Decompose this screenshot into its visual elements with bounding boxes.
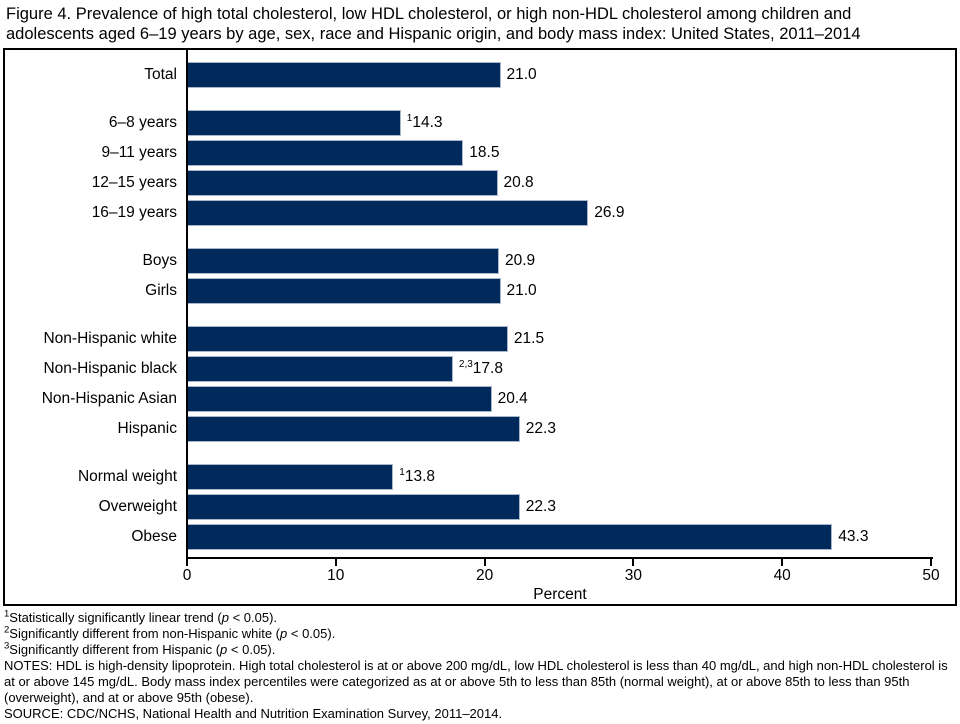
footnote-line: 3Significantly different from Hispanic (… (4, 640, 276, 657)
value-superscript: 1 (406, 112, 413, 124)
footnote-p-italic: p (221, 610, 229, 625)
bar (188, 464, 394, 490)
value-label: 114.3 (406, 112, 443, 131)
tick-label: 50 (922, 567, 940, 584)
value-label: 20.9 (505, 252, 536, 269)
category-label: Total (144, 66, 177, 83)
category-label: 16–19 years (91, 204, 177, 221)
bar (188, 356, 453, 382)
chart-frame: Total 21.0 6–8 years 114.3 9–11 years 18.5 12–… (3, 48, 957, 606)
bar-row: Non-Hispanic Asian 20.4 (5, 386, 955, 412)
bar (188, 278, 501, 304)
tick-mark (632, 559, 635, 566)
bar-row: Girls 21.0 (5, 278, 955, 304)
tick-mark (781, 559, 784, 566)
x-axis-title: Percent (533, 586, 587, 603)
bar-row: Obese 43.3 (5, 524, 955, 550)
category-label: 12–15 years (91, 174, 177, 191)
tick-mark (930, 559, 932, 566)
bar (188, 200, 589, 226)
bar (188, 110, 401, 136)
bar-row: Overweight 22.3 (5, 494, 955, 520)
footnote-line: 1Statistically significantly linear tren… (4, 608, 278, 625)
footnotes: 1Statistically significantly linear tren… (4, 608, 954, 658)
bar-row: Non-Hispanic black 2,317.8 (5, 356, 955, 382)
category-label: Overweight (98, 498, 177, 515)
tick-label: 30 (624, 567, 643, 584)
bar (188, 494, 520, 520)
category-label: Non-Hispanic Asian (41, 390, 177, 407)
figure-title: Figure 4. Prevalence of high total chole… (6, 5, 861, 43)
bar-row: Boys 20.9 (5, 248, 955, 274)
footnote-p-italic: p (280, 626, 288, 641)
bar (188, 524, 833, 550)
tick-label: 40 (773, 567, 791, 584)
value-superscript: 1 (399, 466, 405, 478)
bar-row: 6–8 years 114.3 (5, 110, 955, 136)
bar (188, 62, 501, 88)
category-label: Obese (131, 528, 177, 545)
bar (188, 248, 499, 274)
x-axis-line (186, 557, 933, 559)
category-label: Boys (142, 252, 177, 269)
bar-row: 9–11 years 18.5 (5, 140, 955, 166)
value-label: 43.3 (838, 528, 869, 545)
category-label: Non-Hispanic black (43, 360, 177, 377)
bar-row: Non-Hispanic white 21.5 (5, 326, 955, 352)
bar (188, 386, 492, 412)
category-label: Girls (145, 282, 177, 299)
source-text: SOURCE: CDC/NCHS, National Health and Nu… (4, 706, 503, 721)
bar (188, 326, 508, 352)
tick-label: 10 (327, 567, 345, 584)
footnote-line: 2Significantly different from non-Hispan… (4, 624, 336, 641)
footnote-superscript: 2 (4, 624, 10, 636)
tick-mark (186, 559, 188, 566)
tick-mark (483, 559, 486, 566)
category-label: 6–8 years (108, 114, 177, 131)
bar-chart-plot: Total 21.0 6–8 years 114.3 9–11 years 18.5 12–… (5, 50, 955, 604)
bar (188, 170, 498, 196)
category-label: Non-Hispanic white (43, 330, 177, 347)
category-label: Hispanic (117, 420, 177, 437)
bar-row: 12–15 years 20.8 (5, 170, 955, 196)
value-label: 22.3 (525, 498, 556, 515)
tick-mark (334, 559, 337, 566)
value-label: 21.5 (513, 330, 545, 347)
bar (188, 140, 464, 166)
footnote-superscript: 1 (4, 608, 10, 620)
bar-row: Hispanic 22.3 (5, 416, 955, 442)
category-label: Normal weight (77, 468, 177, 485)
bar-row: Total 21.0 (5, 62, 955, 88)
value-label: 22.3 (525, 420, 556, 437)
y-axis-line (186, 50, 188, 559)
value-label: 18.5 (469, 144, 500, 161)
category-label: 9–11 years (101, 144, 177, 161)
tick-label: 0 (182, 567, 192, 584)
notes-text: NOTES: HDL is high-density lipoprotein. … (4, 658, 948, 705)
value-label: 113.8 (399, 466, 436, 485)
bar (188, 416, 520, 442)
value-label: 2,317.8 (458, 358, 503, 377)
value-label: 20.8 (503, 174, 534, 191)
value-label: 26.9 (594, 204, 625, 221)
footnote-p-italic: p (220, 642, 228, 657)
value-label: 21.0 (506, 282, 537, 299)
footnote-superscript: 3 (4, 640, 10, 652)
value-label: 21.0 (506, 66, 537, 83)
value-superscript: 2,3 (458, 358, 473, 370)
bar-row: 16–19 years 26.9 (5, 200, 955, 226)
tick-label: 20 (475, 567, 494, 584)
value-label: 20.4 (497, 390, 528, 407)
bar-row: Normal weight 113.8 (5, 464, 955, 490)
